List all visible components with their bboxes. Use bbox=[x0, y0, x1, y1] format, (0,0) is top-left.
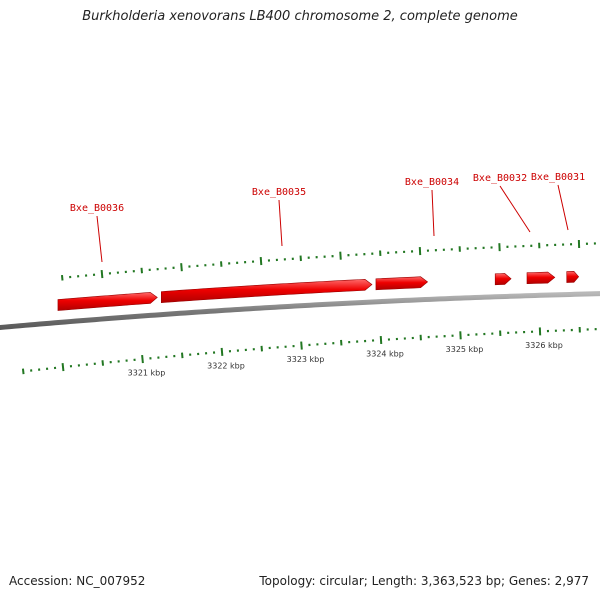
gene-arrow bbox=[494, 273, 512, 286]
inner-tick-ring bbox=[21, 326, 597, 375]
outer-tick bbox=[60, 274, 64, 281]
gene-label: Bxe_B0031 bbox=[531, 172, 585, 183]
outer-tick bbox=[180, 263, 183, 272]
outer-tick bbox=[339, 251, 342, 260]
inner-tick bbox=[61, 362, 65, 372]
gene-label-leader bbox=[96, 215, 103, 263]
scale-label-layer: 3321 kbp 3322 kbp 3323 kbp 3324 kbp 3325 kbp… bbox=[128, 341, 563, 378]
backbone-layer bbox=[0, 291, 600, 331]
scale-label: 3326 kbp bbox=[525, 341, 563, 350]
inner-tick bbox=[300, 341, 303, 350]
outer-tick-ring bbox=[60, 239, 596, 281]
gene-label: Bxe_B0035 bbox=[252, 187, 306, 198]
gene-label: Bxe_B0034 bbox=[405, 177, 459, 188]
gene-label-leader bbox=[499, 185, 531, 233]
scale-label: 3323 kbp bbox=[287, 355, 325, 364]
gene-label-layer: Bxe_B0036 Bxe_B0035 Bxe_B0034 Bxe_B0032 Bxe_… bbox=[70, 172, 585, 263]
inner-tick bbox=[21, 368, 25, 375]
gene-arrow bbox=[566, 271, 580, 283]
gene-label: Bxe_B0036 bbox=[70, 203, 124, 214]
gene-label-leader bbox=[278, 199, 283, 247]
gene-label: Bxe_B0032 bbox=[473, 173, 527, 184]
inner-tick bbox=[141, 354, 144, 364]
scale-label: 3321 kbp bbox=[128, 369, 166, 378]
gene-arrow bbox=[526, 271, 556, 285]
gene-arrow bbox=[161, 279, 373, 303]
inner-tick bbox=[101, 360, 105, 366]
outer-tick bbox=[259, 256, 263, 266]
outer-tick bbox=[100, 269, 104, 279]
scale-label: 3324 kbp bbox=[366, 350, 404, 359]
inner-tick bbox=[379, 335, 383, 345]
gene-label-leader bbox=[557, 184, 569, 231]
gene-arrow bbox=[57, 292, 158, 311]
inner-tick bbox=[181, 352, 184, 359]
scale-label: 3322 kbp bbox=[207, 362, 245, 371]
accession-text: Accession: NC_007952 bbox=[9, 574, 146, 588]
scale-label: 3325 kbp bbox=[446, 345, 484, 354]
gene-label-leader bbox=[431, 189, 435, 237]
gene-arrow bbox=[375, 276, 429, 291]
gene-layer bbox=[57, 271, 580, 311]
genome-summary-text: Topology: circular; Length: 3,363,523 bp… bbox=[259, 574, 589, 588]
inner-tick bbox=[220, 347, 224, 356]
backbone-line bbox=[0, 291, 600, 331]
map-title: Burkholderia xenovorans LB400 chromosome… bbox=[82, 9, 518, 24]
